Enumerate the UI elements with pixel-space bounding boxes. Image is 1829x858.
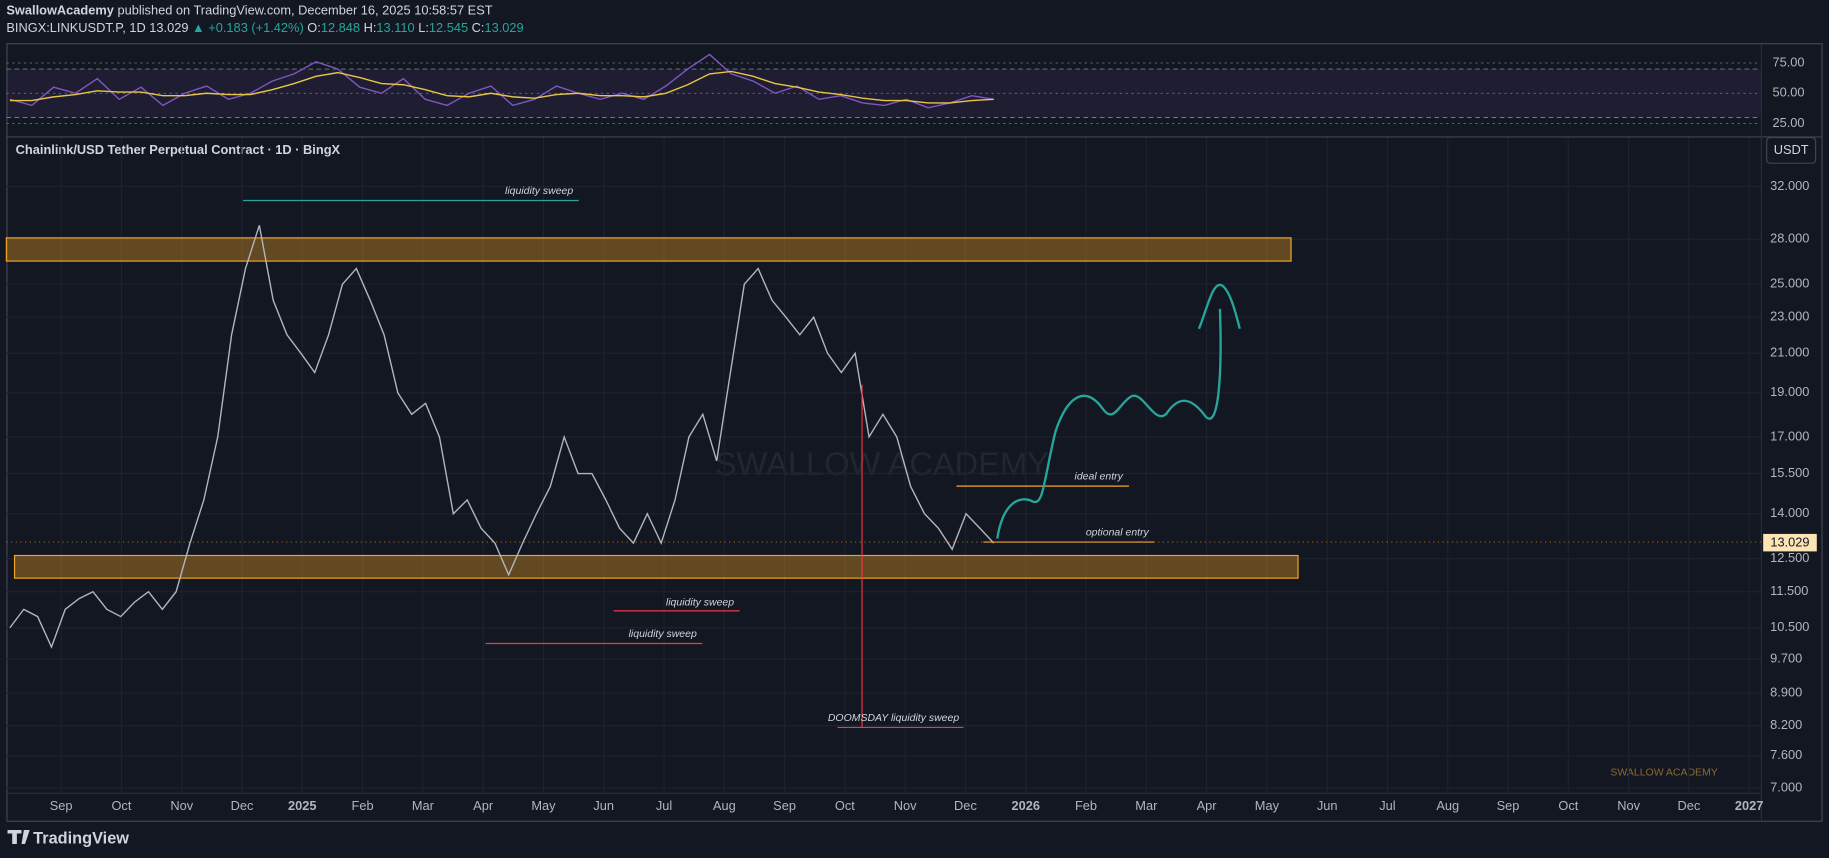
chart-frame <box>6 43 1823 822</box>
y-tick-label: 7.000 <box>1770 780 1802 795</box>
low-label: L: <box>418 21 429 36</box>
x-tick-label: Nov <box>170 798 193 813</box>
annotation: DOOMSDAY liquidity sweep <box>828 713 959 724</box>
high-label: H: <box>364 21 377 36</box>
x-tick-label: Dec <box>231 798 254 813</box>
annotation: optional entry <box>1086 528 1150 539</box>
x-tick-label: Aug <box>713 798 736 813</box>
currency-label[interactable]: USDT <box>1774 142 1809 157</box>
x-tick-label: Oct <box>111 798 131 813</box>
header: SwallowAcademy published on TradingView.… <box>6 3 492 18</box>
low: 12.545 <box>429 21 468 36</box>
annotation: liquidity sweep <box>505 186 573 197</box>
projection-drawing <box>996 283 1241 539</box>
annotation: ideal entry <box>1075 472 1124 483</box>
x-tick-label: Sep <box>1497 798 1520 813</box>
zone <box>13 554 1299 579</box>
annotation: liquidity sweep <box>666 597 734 608</box>
y-tick-label: 11.500 <box>1770 583 1808 598</box>
watermark: SWALLOW ACADEMY <box>715 445 1049 482</box>
published-text: published on TradingView.com, December 1… <box>117 3 492 18</box>
x-tick-label: Jul <box>656 798 672 813</box>
series-line <box>9 70 994 104</box>
rsi-tick-label: 50.00 <box>1773 85 1805 100</box>
x-tick-label: Dec <box>1677 798 1700 813</box>
y-tick-label: 10.500 <box>1770 619 1809 634</box>
x-tick-label: 2025 <box>288 798 317 813</box>
close: 13.029 <box>484 21 523 36</box>
rsi-tick-label: 75.00 <box>1773 54 1805 69</box>
open: 12.848 <box>321 21 360 36</box>
y-tick-label: 12.500 <box>1770 550 1809 565</box>
y-tick-label: 15.500 <box>1770 465 1809 480</box>
y-tick-label: 7.600 <box>1770 747 1802 762</box>
x-tick-label: Nov <box>894 798 917 813</box>
x-tick-label: Feb <box>1075 798 1097 813</box>
y-tick-label: 8.200 <box>1770 717 1802 732</box>
watermark: SWALLOW ACADEMY <box>1610 768 1717 779</box>
y-tick-label: 23.000 <box>1770 309 1809 324</box>
annotation: liquidity sweep <box>629 629 697 640</box>
zone <box>5 237 1292 262</box>
y-tick-label: 32.000 <box>1770 178 1809 193</box>
x-tick-label: Aug <box>1436 798 1459 813</box>
logo-icon <box>7 830 30 845</box>
y-tick-label: 28.000 <box>1770 231 1809 246</box>
currency-button[interactable] <box>1766 136 1817 164</box>
y-tick-label: 14.000 <box>1770 505 1809 520</box>
x-tick-label: Oct <box>835 798 855 813</box>
last-price-label: 13.029 <box>1770 535 1809 550</box>
x-tick-label: Dec <box>954 798 977 813</box>
x-tick-label: Sep <box>773 798 796 813</box>
symbol-bar: BINGX:LINKUSDT.P, 1D 13.029 ▲ +0.183 (+1… <box>6 21 523 36</box>
last-price: 13.029 <box>149 21 188 36</box>
change: ▲ +0.183 (+1.42%) <box>192 21 304 36</box>
close-label: C: <box>472 21 485 36</box>
y-tick-label: 8.900 <box>1770 685 1802 700</box>
x-tick-label: Jun <box>1317 798 1338 813</box>
rsi-tick-label: 25.00 <box>1773 115 1805 130</box>
x-tick-label: Nov <box>1617 798 1640 813</box>
x-tick-label: May <box>531 798 556 813</box>
high: 13.110 <box>376 21 414 36</box>
x-tick-label: May <box>1255 798 1280 813</box>
y-tick-label: 9.700 <box>1770 650 1802 665</box>
x-tick-label: Jun <box>593 798 614 813</box>
x-tick-label: Apr <box>1197 798 1218 813</box>
x-tick-label: Feb <box>352 798 374 813</box>
x-tick-label: 2026 <box>1011 798 1040 813</box>
series-line <box>9 225 995 649</box>
y-tick-label: 25.000 <box>1770 276 1809 291</box>
x-tick-label: Sep <box>50 798 73 813</box>
x-tick-label: 2027 <box>1735 798 1764 813</box>
x-tick-label: Mar <box>412 798 435 813</box>
x-tick-label: Oct <box>1558 798 1578 813</box>
x-tick-label: Jul <box>1379 798 1395 813</box>
symbol: BINGX:LINKUSDT.P, 1D <box>6 21 145 36</box>
open-label: O: <box>307 21 321 36</box>
x-tick-label: Apr <box>473 798 494 813</box>
y-tick-label: 17.000 <box>1770 428 1809 443</box>
publisher: SwallowAcademy <box>6 3 114 18</box>
chart-title: Chainlink/USD Tether Perpetual Contract … <box>16 142 341 157</box>
y-tick-label: 19.000 <box>1770 384 1809 399</box>
logo: TradingView <box>33 830 129 848</box>
x-tick-label: Mar <box>1135 798 1158 813</box>
last-price-tag <box>1763 533 1817 552</box>
y-tick-label: 21.000 <box>1770 345 1809 360</box>
